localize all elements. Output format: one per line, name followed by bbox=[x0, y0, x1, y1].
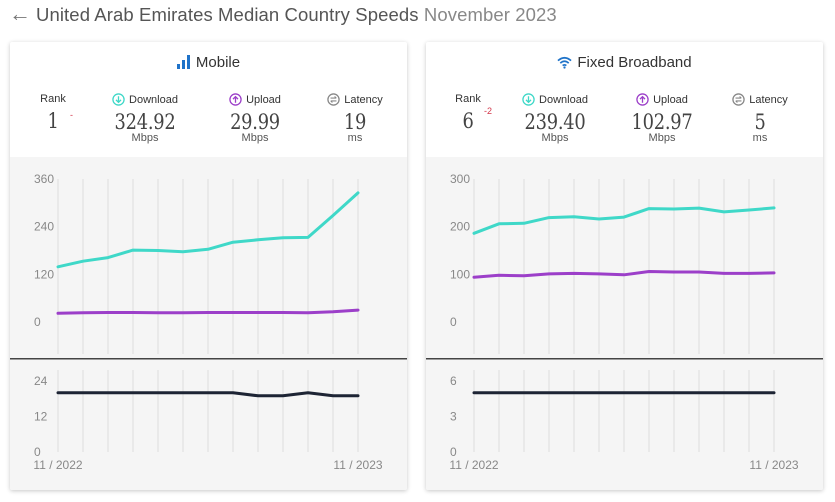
x-tick-label: 11 / 2022 bbox=[449, 458, 498, 472]
download-arrow-icon bbox=[112, 93, 125, 106]
upload-value: 102.97 bbox=[631, 110, 693, 134]
y-tick-label: 300 bbox=[450, 172, 470, 186]
fixed-card: Fixed Broadband Rank 6 -2 Download 239.4… bbox=[426, 42, 823, 490]
y-tick-label: 120 bbox=[34, 267, 54, 281]
fixed-upload: Upload 102.97 Mbps bbox=[619, 93, 705, 144]
fixed-card-title: Fixed Broadband bbox=[426, 54, 823, 71]
latency-label: Latency bbox=[312, 93, 398, 106]
y-tick-label: 360 bbox=[34, 172, 54, 186]
mobile-title-text: Mobile bbox=[195, 54, 241, 71]
upload-label: Upload bbox=[212, 93, 298, 106]
upload-arrow-icon bbox=[636, 93, 649, 106]
fixed-latency: Latency 5 ms bbox=[717, 93, 803, 144]
latency-label: Latency bbox=[717, 93, 803, 106]
rank-change: -2 bbox=[484, 106, 493, 116]
latency-icon bbox=[732, 93, 745, 106]
fixed-chart-area: 300 200 100 0 6 3 0 11 / 2022 11 / 2023 bbox=[426, 157, 823, 490]
chart-separator bbox=[10, 358, 407, 360]
download-value: 324.92 bbox=[114, 110, 176, 134]
rank-label: Rank bbox=[455, 93, 481, 105]
page-title-text: United Arab Emirates Median Country Spee… bbox=[36, 4, 419, 25]
y-tick-label: 6 bbox=[450, 374, 457, 388]
signal-bars-icon bbox=[176, 55, 190, 69]
top-bar: ← United Arab Emirates Median Country Sp… bbox=[0, 0, 835, 32]
latency-value: 5 bbox=[754, 110, 766, 134]
download-series-line bbox=[472, 206, 776, 235]
mobile-chart-area: 360 240 120 0 24 12 0 11 / 2022 11 / 2023 bbox=[10, 157, 407, 490]
page-title: United Arab Emirates Median Country Spee… bbox=[36, 4, 557, 26]
rank-label: Rank bbox=[40, 93, 66, 105]
download-label-text: Download bbox=[129, 94, 178, 106]
latency-value: 19 bbox=[343, 110, 367, 134]
mobile-upload: Upload 29.99 Mbps bbox=[212, 93, 298, 144]
fixed-download: Download 239.40 Mbps bbox=[512, 93, 598, 144]
upload-label: Upload bbox=[619, 93, 705, 106]
download-unit: Mbps bbox=[541, 132, 569, 144]
download-label-text: Download bbox=[539, 94, 588, 106]
latency-unit: ms bbox=[347, 132, 363, 144]
y-tick-label: 240 bbox=[34, 220, 54, 234]
mobile-latency: Latency 19 ms bbox=[312, 93, 398, 144]
x-tick-label: 11 / 2023 bbox=[749, 458, 798, 472]
upload-arrow-icon bbox=[229, 93, 242, 106]
y-tick-label: 200 bbox=[450, 220, 470, 234]
upload-unit: Mbps bbox=[241, 132, 269, 144]
upload-label-text: Upload bbox=[653, 94, 688, 106]
rank-change: - bbox=[70, 110, 73, 120]
x-tick-label: 11 / 2022 bbox=[33, 458, 82, 472]
page-title-period: November 2023 bbox=[423, 4, 557, 25]
wifi-icon bbox=[557, 56, 572, 69]
upload-series-line bbox=[472, 270, 776, 279]
upload-value: 29.99 bbox=[230, 110, 280, 134]
mobile-download: Download 324.92 Mbps bbox=[102, 93, 188, 144]
rank-value: 6 bbox=[462, 109, 474, 133]
fixed-title-text: Fixed Broadband bbox=[577, 54, 692, 71]
x-tick-label: 11 / 2023 bbox=[333, 458, 382, 472]
y-tick-label: 0 bbox=[450, 315, 457, 329]
mobile-rank: Rank 1 bbox=[32, 93, 74, 133]
back-arrow-icon[interactable]: ← bbox=[9, 1, 31, 26]
latency-label-text: Latency bbox=[749, 94, 788, 106]
download-value: 239.40 bbox=[524, 110, 586, 134]
y-tick-label: 100 bbox=[450, 267, 470, 281]
y-tick-label: 12 bbox=[34, 410, 48, 424]
download-unit: Mbps bbox=[131, 132, 159, 144]
latency-icon bbox=[327, 93, 340, 106]
latency-series-line bbox=[56, 391, 360, 398]
download-label: Download bbox=[512, 93, 598, 106]
chart-separator bbox=[426, 358, 823, 360]
download-series-line bbox=[56, 191, 360, 269]
y-tick-label: 24 bbox=[34, 374, 48, 388]
latency-label-text: Latency bbox=[344, 94, 383, 106]
upload-series-line bbox=[56, 308, 360, 315]
upload-unit: Mbps bbox=[648, 132, 676, 144]
mobile-card-title: Mobile bbox=[10, 54, 407, 71]
fixed-rank: Rank 6 bbox=[447, 93, 489, 133]
upload-label-text: Upload bbox=[246, 94, 281, 106]
download-arrow-icon bbox=[522, 93, 535, 106]
y-tick-label: 0 bbox=[450, 445, 457, 459]
y-tick-label: 3 bbox=[450, 410, 457, 424]
rank-value: 1 bbox=[47, 109, 59, 133]
latency-unit: ms bbox=[752, 132, 768, 144]
mobile-card: Mobile Rank 1 - Download 324.92 Mbps Upl… bbox=[10, 42, 407, 490]
y-tick-label: 0 bbox=[34, 315, 41, 329]
y-tick-label: 0 bbox=[34, 445, 41, 459]
download-label: Download bbox=[102, 93, 188, 106]
